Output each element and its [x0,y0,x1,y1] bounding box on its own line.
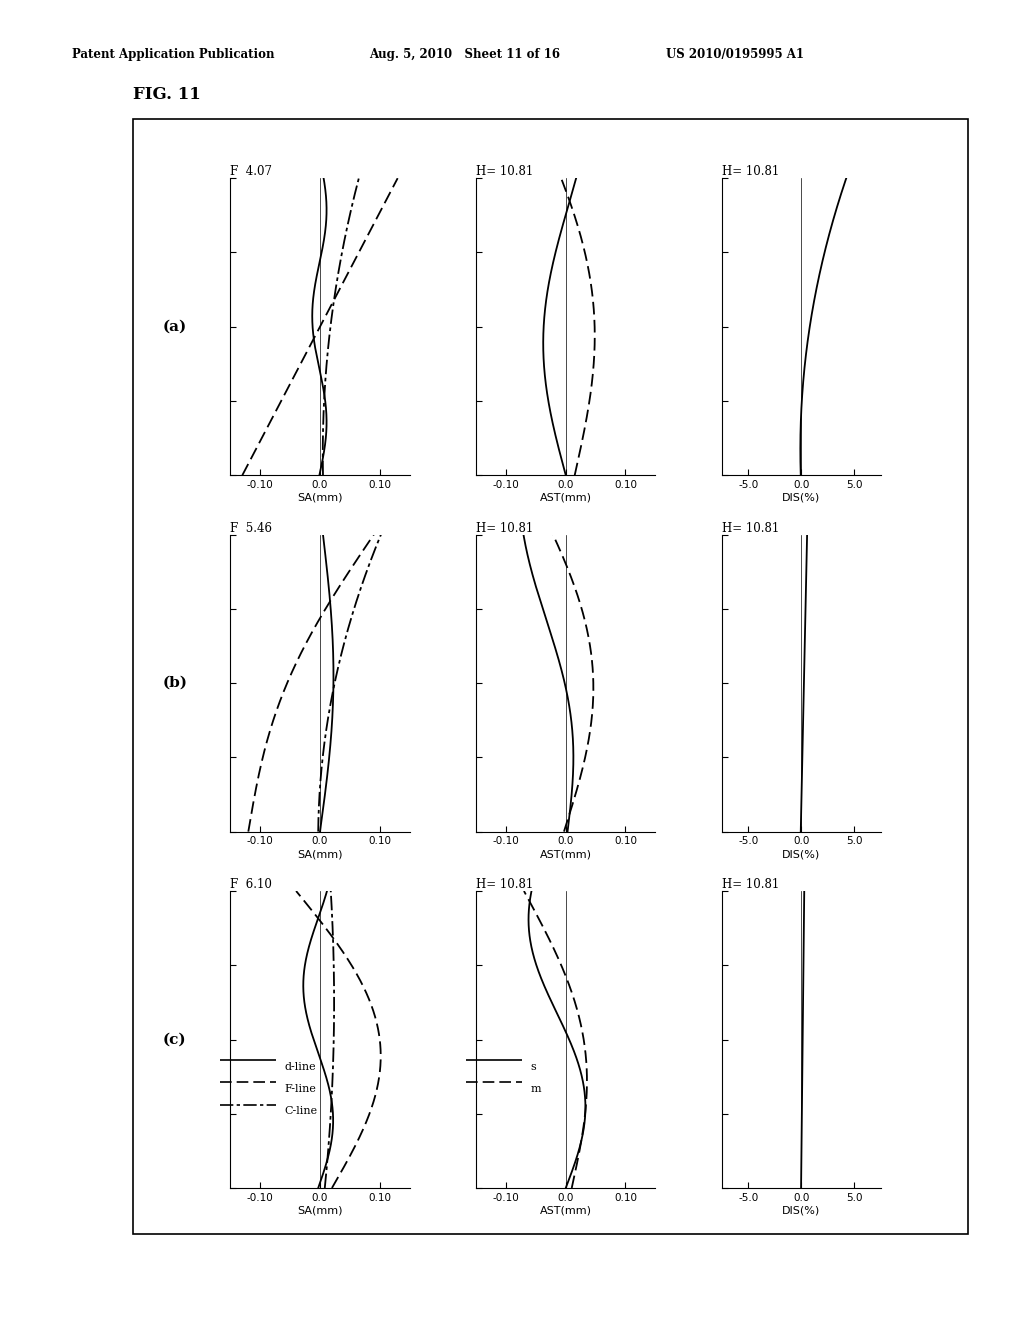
X-axis label: SA(mm): SA(mm) [297,1205,343,1216]
Text: F  4.07: F 4.07 [230,165,272,178]
Text: FIG. 11: FIG. 11 [133,86,201,103]
X-axis label: AST(mm): AST(mm) [540,492,592,503]
Text: Aug. 5, 2010   Sheet 11 of 16: Aug. 5, 2010 Sheet 11 of 16 [369,48,560,61]
Text: F  6.10: F 6.10 [230,878,272,891]
Text: H= 10.81: H= 10.81 [476,878,534,891]
Text: (c): (c) [162,1032,186,1047]
Text: F-line: F-line [285,1084,316,1094]
Text: US 2010/0195995 A1: US 2010/0195995 A1 [666,48,804,61]
X-axis label: SA(mm): SA(mm) [297,492,343,503]
Text: F  5.46: F 5.46 [230,521,272,535]
Text: H= 10.81: H= 10.81 [722,165,779,178]
Text: H= 10.81: H= 10.81 [476,521,534,535]
X-axis label: DIS(%): DIS(%) [782,1205,820,1216]
X-axis label: DIS(%): DIS(%) [782,492,820,503]
Text: Patent Application Publication: Patent Application Publication [72,48,274,61]
Text: H= 10.81: H= 10.81 [722,878,779,891]
Text: m: m [530,1084,541,1094]
X-axis label: AST(mm): AST(mm) [540,1205,592,1216]
Text: (b): (b) [162,676,187,690]
Text: H= 10.81: H= 10.81 [476,165,534,178]
Text: d-line: d-line [285,1061,316,1072]
X-axis label: DIS(%): DIS(%) [782,849,820,859]
Text: (a): (a) [162,319,186,334]
Text: C-line: C-line [285,1106,317,1117]
Text: s: s [530,1061,537,1072]
X-axis label: AST(mm): AST(mm) [540,849,592,859]
X-axis label: SA(mm): SA(mm) [297,849,343,859]
Text: H= 10.81: H= 10.81 [722,521,779,535]
